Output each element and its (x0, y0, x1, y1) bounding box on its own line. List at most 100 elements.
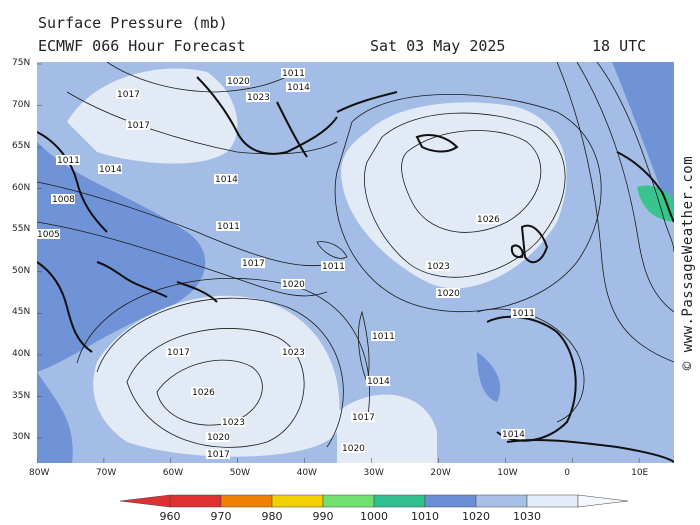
svg-text:1014: 1014 (502, 430, 525, 440)
pressure-value-label: 1017 (166, 347, 190, 358)
pressure-value-label: 1017 (351, 412, 375, 423)
svg-text:1023: 1023 (282, 348, 305, 358)
svg-text:1023: 1023 (427, 262, 450, 272)
legend-tick-label: 1010 (411, 510, 439, 523)
legend-swatch (220, 494, 273, 508)
forecast-model-label: ECMWF 066 Hour Forecast (38, 37, 246, 55)
subtropical-high (93, 295, 340, 457)
pressure-value-label: 1011 (511, 308, 535, 319)
pressure-value-label: 1023 (246, 92, 270, 103)
pressure-value-label: 1011 (371, 331, 395, 342)
latitude-tick-label: 55N (12, 224, 31, 235)
pressure-value-label: 1020 (206, 432, 230, 443)
pressure-value-label: 1020 (226, 76, 250, 87)
legend-tick-label: 1000 (360, 510, 388, 523)
svg-text:1011: 1011 (512, 309, 535, 319)
svg-text:1020: 1020 (282, 280, 305, 290)
svg-text:1011: 1011 (282, 69, 305, 79)
latitude-tick-label: 45N (12, 307, 31, 318)
svg-text:1017: 1017 (242, 259, 265, 269)
svg-text:1017: 1017 (167, 348, 190, 358)
azores-high-north (341, 102, 567, 289)
latitude-tick-label: 65N (12, 141, 31, 152)
svg-text:1017: 1017 (352, 413, 375, 423)
pressure-value-label: 1020 (436, 288, 460, 299)
pressure-value-label: 1023 (281, 347, 305, 358)
pressure-value-label: 1014 (214, 174, 238, 185)
map-title: Surface Pressure (mb) (38, 14, 228, 32)
longitude-tick-label: 20W (430, 468, 451, 478)
legend-high-arrow (577, 494, 629, 508)
svg-text:1011: 1011 (57, 156, 80, 166)
low-pressure-zone-west (37, 142, 206, 372)
low-pressure-zone-southwest (37, 372, 73, 463)
longitude-tick-label: 10E (631, 468, 649, 478)
svg-text:1014: 1014 (99, 165, 122, 175)
longitude-tick-label: 70W (95, 468, 117, 478)
pressure-value-label: 1005 (37, 229, 60, 240)
latitude-tick-label: 60N (12, 182, 31, 193)
pressure-value-label: 1017 (206, 449, 230, 460)
svg-text:1026: 1026 (192, 388, 215, 398)
pressure-value-label: 1026 (476, 214, 500, 225)
svg-text:1026: 1026 (477, 215, 500, 225)
pressure-value-label: 1014 (98, 164, 122, 175)
low-pressure-zone-norway (612, 62, 674, 222)
pressure-value-label: 1011 (216, 221, 240, 232)
legend-tick-label: 960 (159, 510, 181, 523)
legend-tick-label: 1020 (462, 510, 490, 523)
pressure-value-label: 1017 (116, 89, 140, 100)
pressure-value-label: 1017 (241, 258, 265, 269)
latitude-tick-label: 50N (12, 265, 31, 276)
legend-swatch (475, 494, 528, 508)
svg-text:1014: 1014 (215, 175, 238, 185)
legend-tick-label: 1030 (513, 510, 541, 523)
pressure-map[interactable]: 1020 1023 1011 1014 1017 1026 1023 1020 1011 1011… (37, 62, 674, 463)
valid-date: Sat 03 May 2025 (370, 37, 506, 55)
svg-text:1023: 1023 (222, 418, 245, 428)
pressure-value-label: 1014 (366, 376, 390, 387)
pressure-value-label: 1008 (51, 194, 75, 205)
svg-text:1023: 1023 (247, 93, 270, 103)
svg-text:1017: 1017 (207, 450, 230, 460)
longitude-tick-label: 80W (29, 468, 50, 478)
legend-swatch (322, 494, 375, 508)
legend-tick-label: 980 (261, 510, 283, 523)
longitude-tick-label: 30W (363, 468, 384, 478)
latitude-tick-label: 40N (12, 348, 31, 359)
svg-text:1020: 1020 (342, 444, 365, 454)
svg-text:1020: 1020 (227, 77, 250, 87)
low-pressure-core-green (637, 185, 674, 222)
valid-time: 18 UTC (592, 37, 647, 55)
coastlines (37, 76, 674, 463)
pressure-value-label: 1023 (426, 261, 450, 272)
svg-text:1017: 1017 (127, 121, 150, 131)
pressure-value-label: 1011 (56, 155, 80, 166)
legend-swatch (424, 494, 477, 508)
latitude-tick-label: 30N (12, 432, 31, 443)
legend-swatch (373, 494, 426, 508)
legend-swatch (271, 494, 324, 508)
greenland-high (67, 68, 238, 164)
legend-swatch (526, 494, 579, 508)
svg-text:1014: 1014 (287, 83, 310, 93)
pressure-value-label: 1020 (281, 279, 305, 290)
svg-text:1008: 1008 (52, 195, 75, 205)
svg-text:1017: 1017 (117, 90, 140, 100)
copyright-text: © www.PassageWeather.com (680, 155, 696, 370)
longitude-tick-label: 60W (162, 468, 184, 478)
legend-tick-label: 990 (312, 510, 334, 523)
legend-colorbar (119, 494, 629, 508)
latitude-tick-label: 75N (12, 58, 31, 68)
pressure-value-label: 1023 (221, 417, 245, 428)
longitude-tick-label: 40W (296, 468, 317, 478)
pressure-value-label: 1020 (341, 443, 365, 454)
latitude-tick-label: 35N (12, 390, 31, 401)
svg-text:1011: 1011 (372, 332, 395, 342)
pressure-value-label: 1011 (281, 68, 305, 79)
latitude-tick-label: 70N (12, 99, 31, 110)
pressure-label-layer: 1020 1023 1011 1014 1017 1026 1023 1020 1011 1011… (37, 68, 535, 460)
longitude-tick-label: 10W (497, 468, 518, 478)
svg-text:1011: 1011 (217, 222, 240, 232)
svg-text:1020: 1020 (437, 289, 460, 299)
